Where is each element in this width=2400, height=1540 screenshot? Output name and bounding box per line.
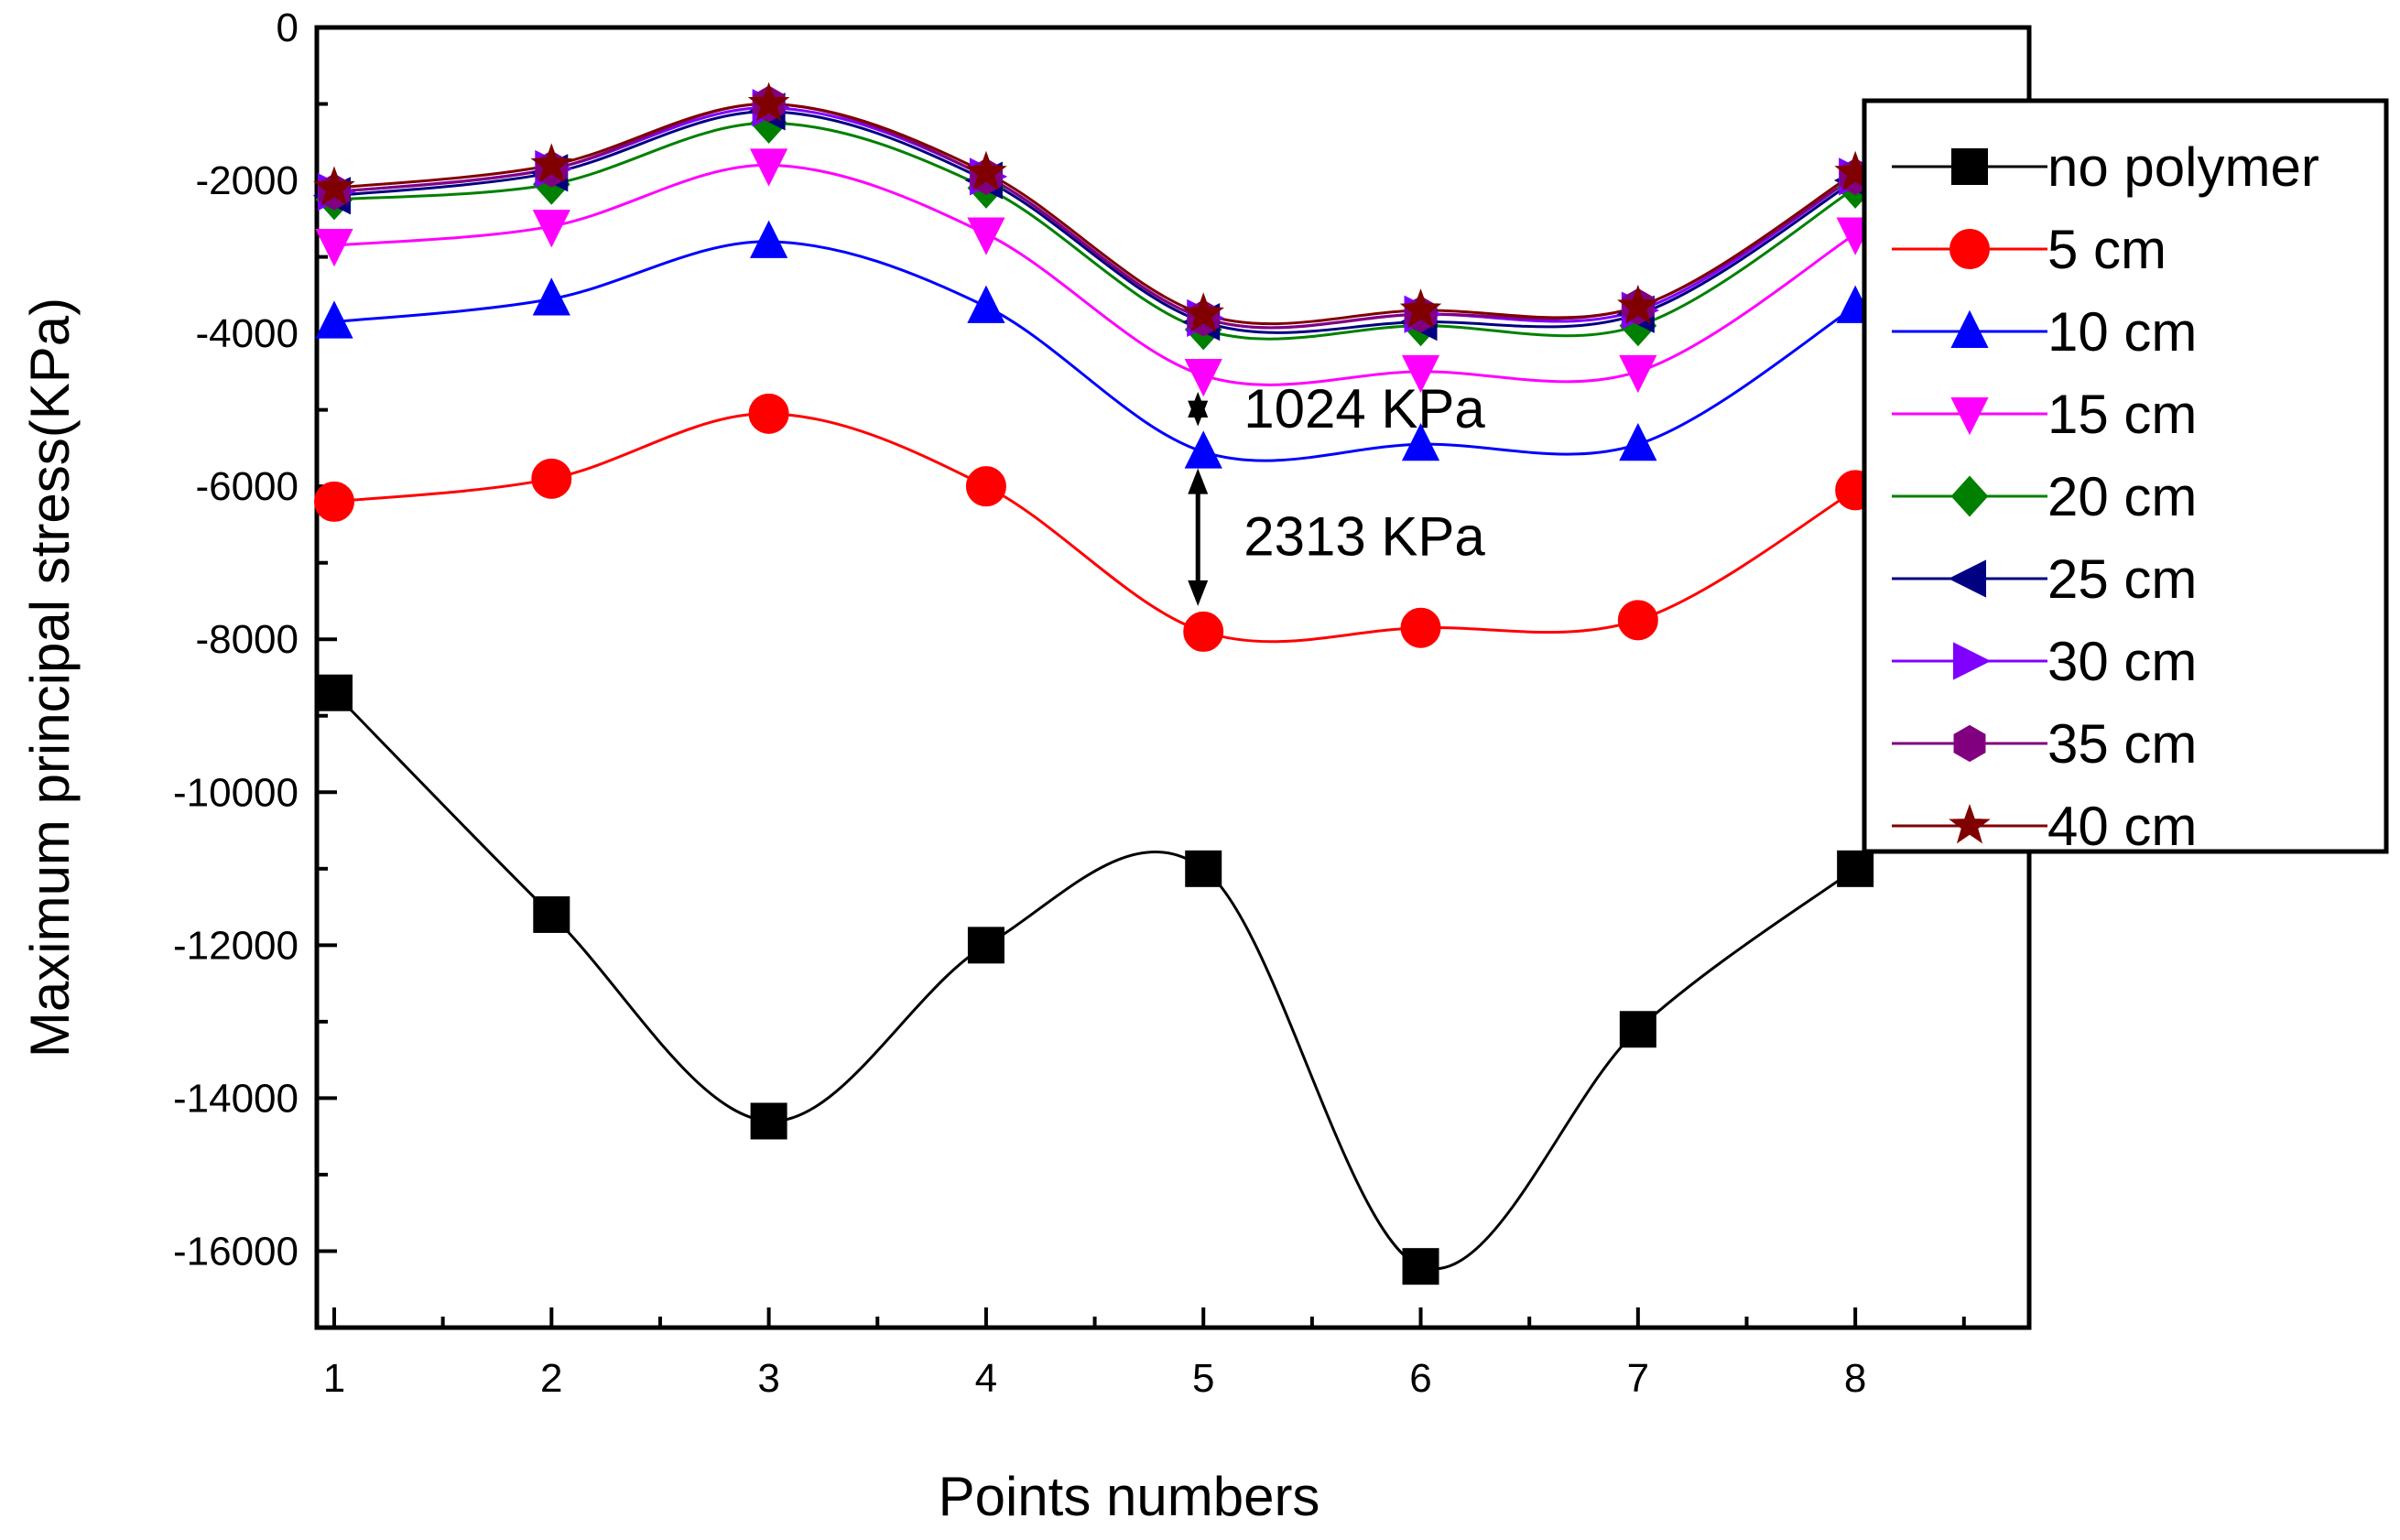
- data-point-series-2: [315, 300, 353, 339]
- annotation-label: 2313 KPa: [1243, 506, 1485, 568]
- legend-marker: [1950, 309, 1989, 348]
- data-point-series-2: [1184, 430, 1222, 469]
- x-tick-label: 7: [1627, 1356, 1649, 1401]
- axis-ticks: 0 -2000 -4000 -6000 -8000 -10000 -12000 -14000 -…: [173, 5, 1966, 1401]
- series-line-1: [333, 412, 1856, 644]
- data-point-series-0: [750, 1102, 787, 1140]
- annotations: 1024 KPa 2313 KPa: [1188, 378, 1485, 606]
- x-tick-label: 6: [1409, 1356, 1431, 1401]
- legend-marker: [1953, 724, 1986, 763]
- legend-label: 10 cm: [2047, 301, 2197, 363]
- data-point-series-2: [749, 220, 788, 258]
- legend-marker: [1951, 148, 1988, 185]
- data-point-series-1: [313, 481, 354, 522]
- data-point-series-3: [1401, 354, 1440, 394]
- legend-marker: [1953, 642, 1992, 680]
- x-tick-label: 1: [323, 1356, 345, 1401]
- series-line-4: [333, 121, 1856, 341]
- data-point-series-1: [1400, 607, 1441, 648]
- legend-label: no polymer: [2047, 136, 2319, 198]
- series-line-5: [333, 110, 1856, 334]
- legend-label: 5 cm: [2047, 219, 2167, 280]
- data-point-series-3: [315, 229, 353, 267]
- series-line-3: [333, 163, 1856, 386]
- legend-marker: [1949, 804, 1991, 844]
- series-markers: [312, 81, 1877, 1285]
- data-point-series-1: [1183, 611, 1224, 652]
- data-point-series-2: [967, 285, 1005, 323]
- series-line-0: [332, 691, 1857, 1271]
- x-tick-label: 5: [1192, 1356, 1214, 1401]
- data-point-series-0: [1619, 1011, 1656, 1048]
- x-tick-label: 2: [540, 1356, 562, 1401]
- data-point-series-1: [1617, 600, 1658, 641]
- data-point-series-8: [747, 81, 790, 122]
- legend-label: 30 cm: [2047, 631, 2197, 692]
- data-point-series-0: [1185, 850, 1222, 887]
- y-tick-label: -4000: [195, 311, 299, 356]
- x-tick-label: 8: [1844, 1356, 1866, 1401]
- data-point-series-8: [1399, 288, 1442, 329]
- data-point-series-1: [748, 393, 789, 434]
- legend-marker: [1949, 229, 1990, 269]
- series-lines: [332, 103, 1857, 1271]
- x-tick-label: 4: [975, 1356, 997, 1401]
- legend-label: 40 cm: [2047, 796, 2197, 857]
- legend-label: 20 cm: [2047, 466, 2197, 527]
- y-tick-label: -10000: [173, 770, 299, 815]
- data-point-series-0: [1402, 1248, 1439, 1285]
- y-tick-label: -8000: [195, 617, 299, 662]
- plot-area: [314, 25, 2032, 1330]
- data-point-series-3: [1619, 354, 1657, 394]
- data-point-series-2: [1619, 422, 1657, 461]
- y-tick-label: 0: [277, 5, 299, 50]
- legend: no polymer 5 cm 10 cm 15 cm 20 cm 25 cm 30 cm 3…: [1862, 98, 2389, 857]
- legend-label: 15 cm: [2047, 384, 2197, 445]
- data-point-series-0: [315, 674, 353, 711]
- legend-label: 25 cm: [2047, 548, 2197, 610]
- legend-box: [1862, 98, 2389, 854]
- data-point-series-8: [530, 143, 573, 183]
- y-axis-title: Maximum principal stress(KPa): [19, 298, 81, 1057]
- data-point-series-8: [313, 166, 355, 206]
- x-tick-label: 3: [757, 1356, 779, 1401]
- series-line-2: [333, 240, 1856, 462]
- data-point-series-3: [532, 210, 570, 248]
- legend-marker: [1950, 397, 1989, 436]
- data-point-series-3: [1184, 359, 1222, 397]
- y-tick-label: -16000: [173, 1229, 299, 1274]
- data-point-series-8: [1617, 284, 1659, 325]
- legend-marker: [1948, 559, 1986, 598]
- data-point-series-0: [533, 895, 570, 933]
- y-tick-label: -14000: [173, 1076, 299, 1121]
- x-axis-title: Points numbers: [939, 1466, 1320, 1527]
- data-point-series-3: [967, 217, 1005, 255]
- data-point-series-2: [532, 277, 570, 316]
- data-point-series-8: [965, 150, 1007, 191]
- data-point-series-1: [531, 458, 572, 499]
- legend-marker: [1950, 475, 1989, 517]
- data-point-series-1: [965, 466, 1006, 507]
- y-tick-label: -2000: [195, 158, 299, 203]
- annotation-arrow-head: [1188, 580, 1209, 606]
- annotation-arrow-head: [1188, 400, 1209, 427]
- annotation-arrow-head: [1188, 468, 1209, 494]
- legend-label: 35 cm: [2047, 713, 2197, 775]
- series-line-8: [333, 103, 1856, 326]
- data-point-series-0: [967, 927, 1005, 964]
- y-tick-label: -12000: [173, 923, 299, 968]
- data-point-series-8: [1182, 292, 1225, 332]
- data-point-series-0: [1837, 850, 1874, 887]
- data-point-series-3: [749, 148, 788, 187]
- annotation-label: 1024 KPa: [1243, 378, 1485, 439]
- y-tick-label: -6000: [195, 464, 299, 509]
- data-point-series-2: [1401, 422, 1440, 461]
